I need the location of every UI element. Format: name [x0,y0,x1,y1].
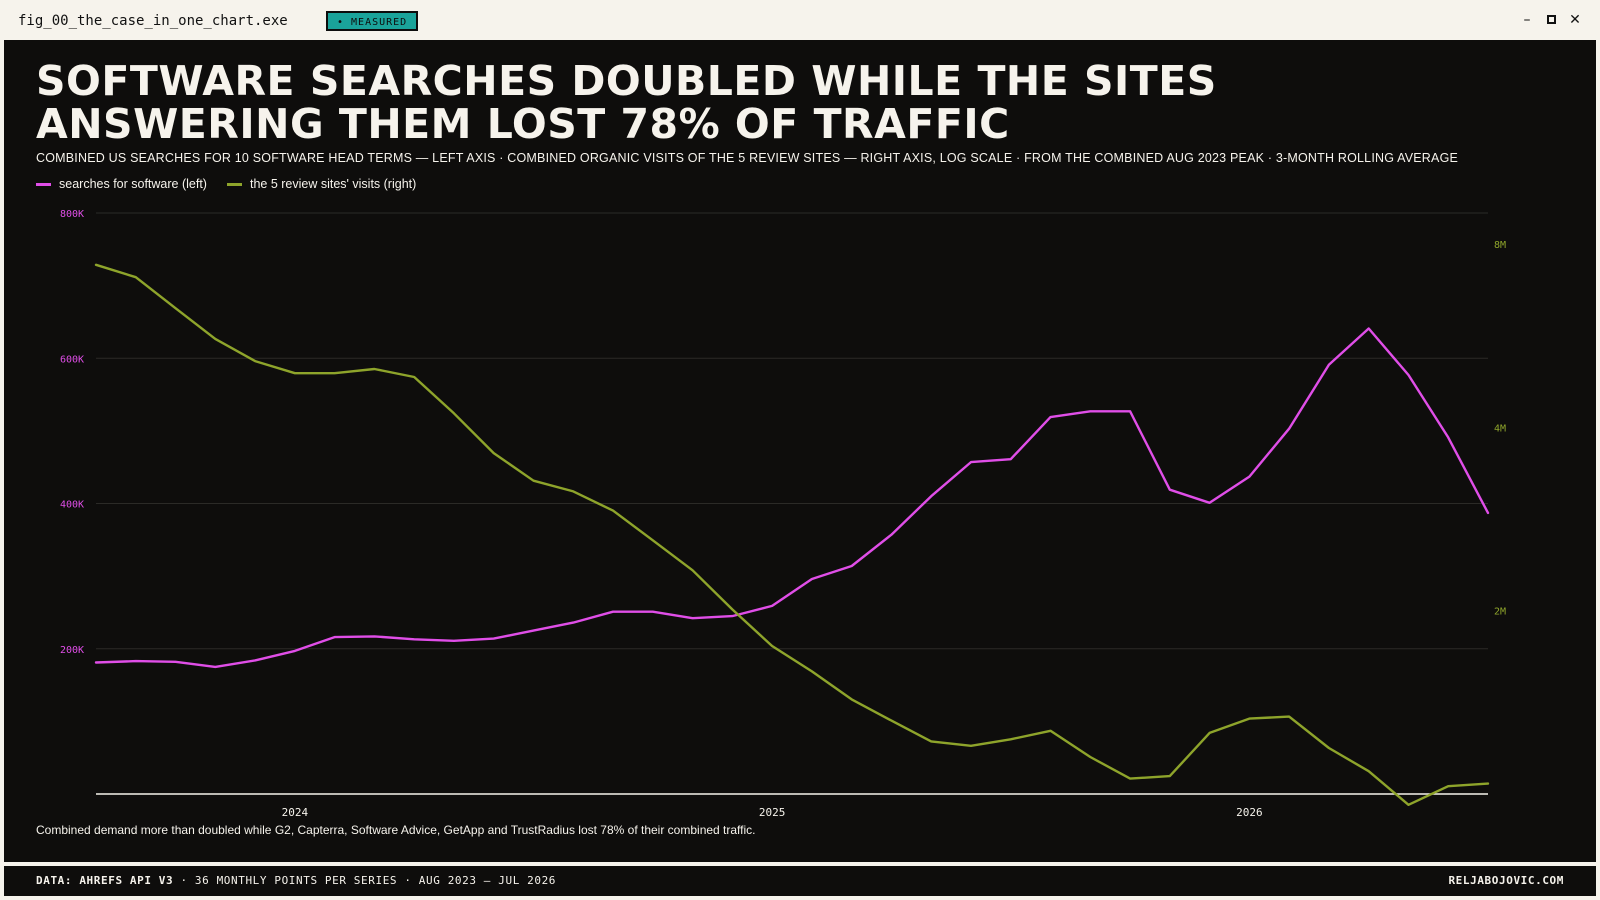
site-credit: RELJABOJOVIC.COM [1448,874,1564,887]
chart-caption: Combined demand more than doubled while … [36,823,756,837]
chart-title: SOFTWARE SEARCHES DOUBLED WHILE THE SITE… [36,60,1217,146]
chart-title-line-2: ANSWERING THEM LOST 78% OF TRAFFIC [36,100,1010,148]
x-tick-2025: 2025 [759,806,786,819]
y-right-tick-4m: 4M [1494,423,1506,434]
footer-bar: DATA: AHREFS API V3 · 36 MONTHLY POINTS … [4,866,1596,896]
legend-label-searches: searches for software (left) [59,177,207,191]
y-left-tick-200k: 200K [60,645,84,656]
series-line-visits [94,263,1490,806]
close-button[interactable]: ✕ [1569,12,1581,28]
legend-item-visits: the 5 review sites' visits (right) [226,177,417,191]
series-line-searches [94,327,1490,669]
figure-panel: SOFTWARE SEARCHES DOUBLED WHILE THE SITE… [4,40,1596,862]
measured-badge: • MEASURED [326,11,419,31]
y-right-tick-2m: 2M [1494,607,1506,618]
maximize-button[interactable] [1544,10,1558,30]
window-filename: fig_00_the_case_in_one_chart.exe [18,13,288,29]
y-left-tick-400k: 400K [60,500,84,511]
chart-legend: searches for software (left) the 5 revie… [36,177,416,191]
y-left-tick-800k: 800K [60,209,84,220]
legend-swatch-visits [226,182,242,186]
chart-subtitle: COMBINED US SEARCHES FOR 10 SOFTWARE HEA… [36,151,1459,165]
chart-title-line-1: SOFTWARE SEARCHES DOUBLED WHILE THE SITE… [36,57,1217,105]
x-tick-2024: 2024 [282,806,309,819]
window-titlebar: fig_00_the_case_in_one_chart.exe • MEASU… [0,0,1600,40]
line-chart: 200K 400K 600K 800K 2M 4M 8M 2024 2025 2026 [60,209,1506,819]
data-source-prefix: DATA: AHREFS API V3 [36,874,174,887]
minimize-button[interactable]: – [1523,12,1531,28]
data-source: DATA: AHREFS API V3 · 36 MONTHLY POINTS … [36,874,556,887]
data-source-details: · 36 MONTHLY POINTS PER SERIES · AUG 202… [173,874,557,887]
legend-swatch-searches [36,182,51,186]
window-controls: – ✕ [1520,10,1582,30]
legend-item-searches: searches for software (left) [36,177,207,191]
y-left-tick-600k: 600K [60,354,84,365]
x-tick-2026: 2026 [1236,806,1263,819]
legend-label-visits: the 5 review sites' visits (right) [249,177,417,191]
y-right-tick-8m: 8M [1494,240,1506,251]
maximize-icon [1546,15,1556,24]
